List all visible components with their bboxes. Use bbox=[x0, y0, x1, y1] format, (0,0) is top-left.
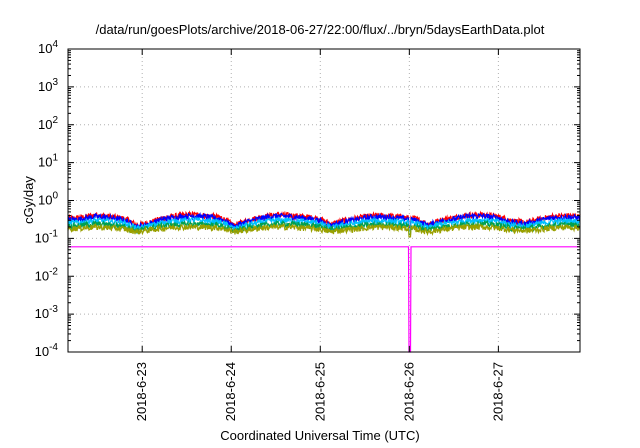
y-tick-label: 101 bbox=[38, 153, 58, 170]
series-line-6 bbox=[68, 246, 580, 353]
series-line-5 bbox=[67, 222, 581, 238]
x-tick-label: 2018-6-26 bbox=[401, 362, 416, 421]
y-tick-label: 100 bbox=[38, 191, 58, 208]
y-tick-label: 103 bbox=[38, 77, 58, 94]
y-tick-label: 104 bbox=[38, 39, 58, 56]
y-tick-label: 102 bbox=[38, 115, 58, 132]
series-lines bbox=[67, 210, 581, 353]
chart-title: /data/run/goesPlots/archive/2018-06-27/2… bbox=[95, 22, 545, 37]
gridlines bbox=[68, 49, 580, 352]
y-tick-label: 10-1 bbox=[35, 228, 59, 245]
axis-ticks: 10-4 10-3 10-2 10-1 100 101 102 103 104 2018-6-23… bbox=[35, 39, 580, 421]
y-axis-label: cGy/day bbox=[21, 176, 36, 224]
y-tick-label: 10-4 bbox=[35, 342, 59, 359]
x-tick-label: 2018-6-23 bbox=[134, 362, 149, 421]
y-tick-label: 10-2 bbox=[35, 266, 59, 283]
y-tick-label: 10-3 bbox=[35, 304, 59, 321]
x-axis-label: Coordinated Universal Time (UTC) bbox=[220, 428, 420, 443]
x-tick-label: 2018-6-24 bbox=[223, 362, 238, 421]
x-tick-label: 2018-6-27 bbox=[490, 362, 505, 421]
x-tick-label: 2018-6-25 bbox=[312, 362, 327, 421]
